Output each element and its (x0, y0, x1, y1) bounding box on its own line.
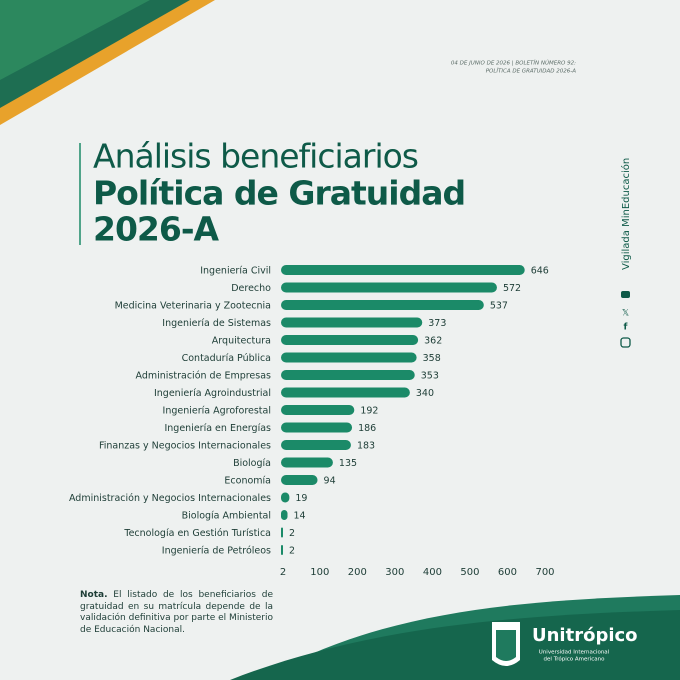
bar (281, 475, 318, 485)
value-label: 192 (360, 406, 378, 417)
value-label: 183 (357, 441, 375, 452)
decor-wave-2 (230, 610, 680, 680)
y-tick-label: Ingeniería Agroindustrial (154, 388, 271, 399)
value-label: 186 (358, 423, 376, 434)
x-tick-label: 700 (535, 567, 554, 578)
value-label: 362 (424, 336, 442, 347)
y-tick-label: Administración de Empresas (136, 371, 272, 382)
header-line: 04 DE JUNIO DE 2026 | BOLETÍN NÚMERO 92: (451, 60, 576, 67)
bar (281, 405, 355, 415)
value-label: 2 (289, 528, 295, 539)
value-label: 94 (324, 476, 336, 487)
y-tick-label: Finanzas y Negocios Internacionales (99, 441, 271, 452)
bar (281, 527, 283, 538)
note-text: El listado de los beneficiarios de gratu… (80, 590, 273, 635)
title: Análisis beneficiarios (93, 137, 418, 176)
x-tick-label: 400 (423, 567, 442, 578)
y-tick-label: Ingeniería Civil (200, 266, 271, 277)
x-tick-label: 600 (498, 567, 517, 578)
value-label: 358 (423, 353, 441, 364)
bar (281, 265, 525, 275)
svg-text:𝕏: 𝕏 (622, 309, 629, 319)
y-tick-label: Medicina Veterinaria y Zootecnia (115, 301, 271, 312)
bar (281, 422, 353, 433)
header-line: POLÍTICA DE GRATUIDAD 2026-A (486, 68, 577, 75)
bar (281, 387, 410, 398)
value-label: 14 (294, 511, 306, 522)
value-label: 135 (339, 458, 357, 469)
value-label: 373 (428, 318, 446, 329)
y-tick-label: Biología Ambiental (182, 511, 271, 522)
bar (281, 352, 417, 363)
y-tick-label: Biología (233, 458, 271, 469)
decor-photo (0, 0, 150, 80)
y-tick-label: Economía (224, 476, 271, 487)
value-label: 646 (531, 266, 549, 277)
y-tick-label: Contaduría Pública (182, 353, 271, 364)
y-tick-label: Ingeniería de Petróleos (162, 546, 271, 557)
bar (281, 300, 484, 310)
value-label: 340 (416, 388, 434, 399)
logo-text: Universidad Internacional (539, 650, 610, 656)
bar (281, 457, 333, 468)
y-tick-label: Derecho (231, 283, 271, 294)
value-label: 19 (295, 493, 307, 504)
value-label: 2 (289, 546, 295, 557)
y-tick-label: Administración y Negocios Internacionale… (69, 493, 271, 504)
bar (281, 440, 351, 450)
x-tick-label: 500 (460, 567, 479, 578)
y-tick-label: Ingeniería Agroforestal (163, 406, 271, 417)
y-tick-label: Arquitectura (212, 336, 271, 347)
bar (281, 492, 290, 503)
value-label: 537 (490, 301, 508, 312)
logo-name: Unitrópico (532, 625, 638, 646)
bar (281, 335, 419, 345)
y-tick-label: Ingeniería en Energías (164, 423, 271, 434)
svg-text:f: f (624, 323, 628, 333)
bar (281, 282, 497, 293)
y-tick-label: Ingeniería de Sistemas (162, 318, 271, 329)
value-label: 572 (503, 283, 521, 294)
note-label: Nota. (80, 590, 108, 600)
x-tick-label: 2 (280, 567, 286, 578)
y-tick-label: Tecnología en Gestión Turística (123, 528, 271, 539)
value-label: 353 (421, 371, 439, 382)
side-text: Vigilada MinEducación (620, 158, 632, 270)
social-icons: 𝕏 f (620, 291, 631, 348)
bar (281, 545, 283, 555)
bar (281, 510, 288, 520)
x-tick-label: 200 (348, 567, 367, 578)
title: Política de Gratuidad (93, 174, 465, 213)
logo: Unitrópico Universidad Internacional del… (492, 622, 638, 666)
bar (281, 317, 423, 328)
note: Nota. El listado de los beneficiarios de… (80, 590, 273, 636)
x-tick-label: 100 (310, 567, 329, 578)
title: 2026-A (93, 210, 220, 249)
logo-text: del Trópico Americano (544, 656, 606, 663)
bar (281, 370, 415, 380)
x-tick-label: 300 (385, 567, 404, 578)
